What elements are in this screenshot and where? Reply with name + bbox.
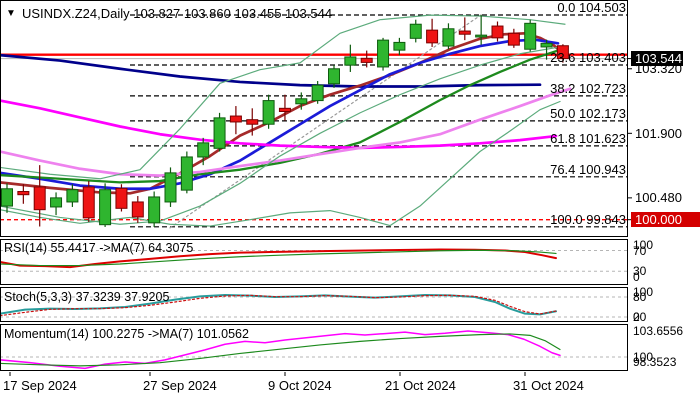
- price-axis[interactable]: [629, 0, 700, 372]
- momentum-panel-title: Momentum(14) 100.2275 ->MA(7) 101.0562: [4, 327, 249, 341]
- rsi-layer: [1, 248, 627, 272]
- stoch-layer: [1, 294, 627, 318]
- time-axis[interactable]: [0, 372, 700, 400]
- stoch-panel-border: [0, 287, 628, 322]
- candles-group: [1, 15, 569, 227]
- momentum-layer: [1, 330, 627, 370]
- main-chart-layer: [1, 13, 627, 229]
- chart-title: USINDX.Z24,Daily 103.827 103.860 103.455…: [22, 6, 333, 21]
- collapse-arrow-icon[interactable]: ▼: [6, 8, 16, 19]
- mom-panel-border: [0, 324, 628, 371]
- rsi-panel-border: [0, 239, 628, 285]
- rsi-panel-title: RSI(14) 55.4417 ->MA(7) 64.3075: [4, 241, 194, 255]
- stoch-panel-title: Stoch(5,3,3) 37.3239 37.9205: [4, 290, 170, 304]
- main-panel-border: [0, 0, 628, 237]
